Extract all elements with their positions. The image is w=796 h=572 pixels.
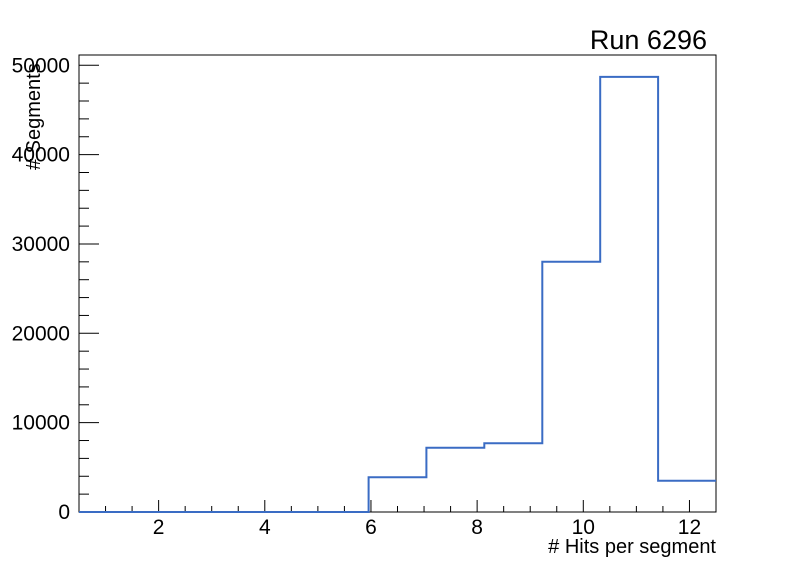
y-axis-title: # Segments bbox=[23, 63, 45, 170]
x-tick-label: 4 bbox=[259, 516, 271, 539]
histogram-step-line bbox=[79, 75, 716, 513]
plot-frame bbox=[78, 54, 717, 513]
y-tick-label: 30000 bbox=[12, 233, 70, 256]
axis-tick-labels: 2 4 6 8 10 12 0 10000 20000 30000 40000 50000 bbox=[12, 54, 702, 539]
y-tick-label: 40000 bbox=[12, 144, 70, 167]
x-tick-label: 2 bbox=[153, 516, 165, 539]
y-tick-label: 0 bbox=[58, 501, 70, 524]
x-tick-label: 12 bbox=[678, 516, 701, 539]
x-axis-title: # Hits per segment bbox=[548, 536, 716, 558]
x-tick-label: 8 bbox=[471, 516, 483, 539]
frame-rect bbox=[78, 54, 717, 513]
plot-title: Run 6296 bbox=[590, 25, 707, 55]
histogram-series-path bbox=[79, 75, 716, 513]
axis-ticks bbox=[79, 64, 690, 513]
x-tick-label: 10 bbox=[572, 516, 595, 539]
x-tick-label: 6 bbox=[365, 516, 377, 539]
y-tick-label: 50000 bbox=[12, 54, 70, 77]
y-tick-label: 10000 bbox=[12, 412, 70, 435]
y-tick-label: 20000 bbox=[12, 322, 70, 345]
